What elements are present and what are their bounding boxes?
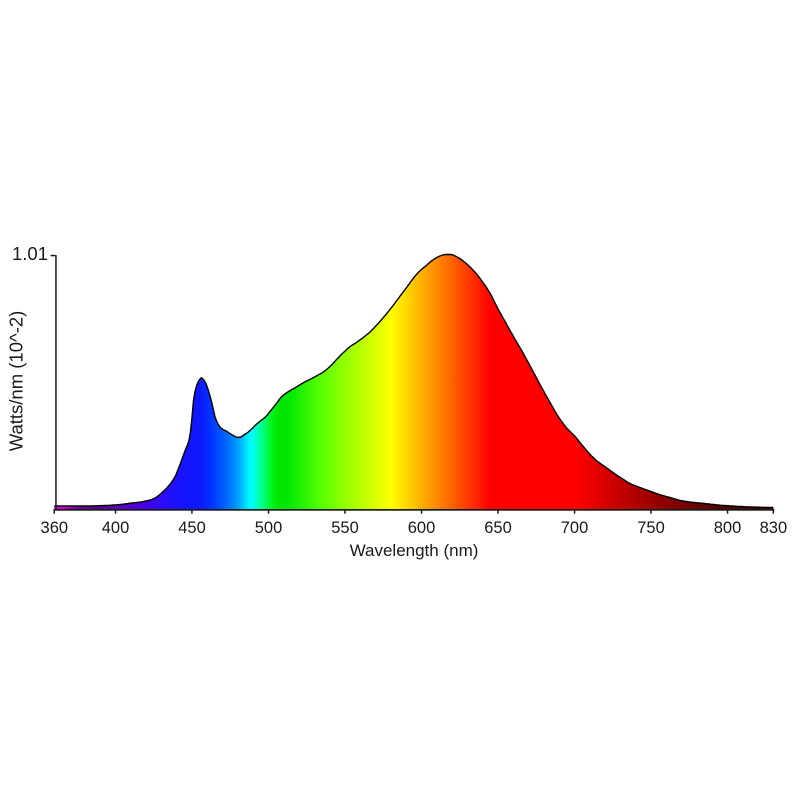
svg-text:650: 650 [484, 519, 512, 537]
svg-text:400: 400 [102, 519, 130, 537]
svg-text:800: 800 [714, 519, 742, 537]
svg-text:500: 500 [255, 519, 283, 537]
svg-text:550: 550 [331, 519, 359, 537]
svg-text:Watts/nm (10^-2): Watts/nm (10^-2) [6, 311, 27, 452]
svg-text:830: 830 [760, 519, 788, 537]
svg-text:450: 450 [178, 519, 206, 537]
svg-text:1.01: 1.01 [12, 243, 48, 264]
svg-text:600: 600 [408, 519, 436, 537]
svg-text:Wavelength (nm): Wavelength (nm) [350, 541, 479, 560]
svg-text:360: 360 [41, 519, 69, 537]
svg-text:700: 700 [561, 519, 589, 537]
svg-text:750: 750 [637, 519, 665, 537]
